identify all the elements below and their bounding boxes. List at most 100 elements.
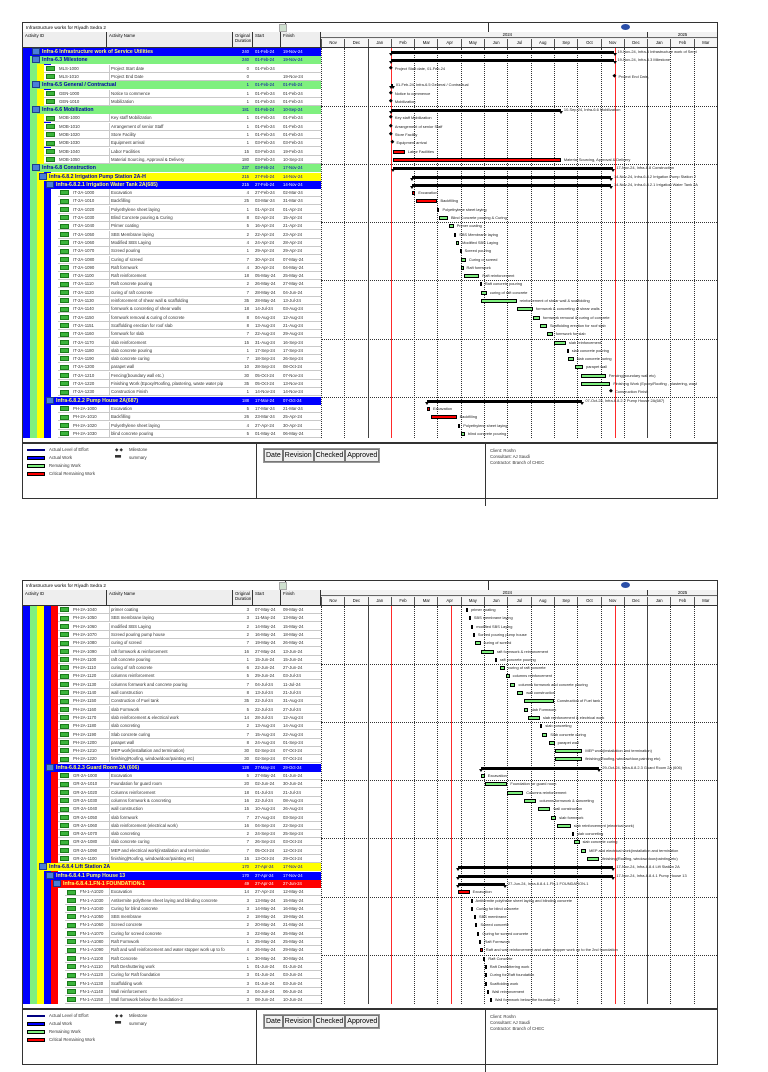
summary-bar[interactable]: [390, 109, 561, 113]
activity-row[interactable]: IT-2A-1210 Fencing(boundary wall etc.) 30 0…: [58, 371, 321, 380]
activity-row[interactable]: FN-1-A1110 Raft Deshuttering work 1 01-Jun-…: [65, 962, 321, 971]
activity-row[interactable]: IT-2A-1120 curing of raft concrete 7 28-May…: [58, 288, 321, 297]
remaining-activity-bar[interactable]: [438, 216, 448, 220]
activity-row[interactable]: FN-1-A1080 Raft Formwork 1 25-May-24 25-May-…: [65, 938, 321, 946]
wbs-summary-row[interactable]: Infra-6.8.2.2 Pump House 2A(687) 188 17-Ma…: [44, 396, 321, 405]
activity-row[interactable]: PH-2A-1010 Backfilling 26 23-Mar-24 25-Apr-2…: [58, 413, 321, 422]
activity-row[interactable]: PH-2A-1150 Construction of Fuel tank 35 22-…: [58, 697, 321, 706]
milestone-icon[interactable]: ◆: [612, 72, 617, 79]
activity-row[interactable]: IT-2A-1070 Screed pouring 1 29-Apr-24 29-Apr…: [58, 247, 321, 256]
milestone-icon[interactable]: ◆: [390, 139, 395, 146]
remaining-activity-bar[interactable]: [528, 715, 540, 720]
remaining-activity-bar[interactable]: [463, 274, 480, 279]
remaining-activity-bar[interactable]: [555, 749, 583, 754]
remaining-activity-bar[interactable]: [517, 307, 533, 312]
milestone-icon[interactable]: ◆: [388, 97, 393, 104]
remaining-activity-bar[interactable]: [574, 365, 584, 370]
critical-activity-bar[interactable]: [471, 906, 474, 911]
activity-row[interactable]: GEN-1010 Mobilization 1 01-Feb-24 01-Feb-24: [44, 97, 321, 106]
remaining-activity-bar[interactable]: [533, 315, 540, 320]
activity-row[interactable]: MOB-1030 Equipment arrival 1 03-Feb-24 03-Fe…: [44, 139, 321, 148]
column-finish[interactable]: Finish: [281, 590, 321, 605]
critical-activity-bar[interactable]: [483, 956, 486, 961]
activity-row[interactable]: PH-2A-1210 MEP work(installation and term…: [58, 747, 321, 756]
remaining-activity-bar[interactable]: [460, 257, 466, 262]
remaining-activity-bar[interactable]: [437, 207, 440, 212]
summary-bar[interactable]: [392, 167, 614, 171]
activity-row[interactable]: PH-2A-1140 wall construction 8 13-Jul-24 21-…: [58, 689, 321, 697]
activity-row[interactable]: IT-2A-1020 Polyethylene sheet laying 1 01-A…: [58, 205, 321, 214]
critical-activity-bar[interactable]: [392, 149, 405, 154]
activity-row[interactable]: IT-2A-1230 Construction Finish 1 14-Nov-24 1…: [58, 388, 321, 397]
activity-row[interactable]: PH-2A-1200 parapet wall 8 24-Aug-24 01-Sep-2…: [58, 738, 321, 747]
activity-row[interactable]: PH-2A-1130 columns formwork and concrete …: [58, 680, 321, 689]
summary-bar[interactable]: [457, 874, 614, 878]
activity-row[interactable]: PH-2A-1170 slab reinforcement & electrica…: [58, 713, 321, 722]
remaining-activity-bar[interactable]: [479, 282, 482, 287]
activity-row[interactable]: PH-2A-1110 curing of raft concrete 6 22-Jun…: [58, 664, 321, 673]
critical-activity-bar[interactable]: [457, 890, 470, 895]
remaining-activity-bar[interactable]: [586, 857, 600, 861]
remaining-activity-bar[interactable]: [573, 840, 580, 845]
remaining-activity-bar[interactable]: [481, 774, 485, 778]
activity-row[interactable]: PH-2A-1080 curing of screed 7 19-May-24 26-M…: [58, 639, 321, 648]
critical-activity-bar[interactable]: [484, 981, 487, 986]
activity-row[interactable]: IT-2A-1040 Primer coating 5 16-Apr-24 21-Apr…: [58, 222, 321, 231]
milestone-icon[interactable]: ◆: [388, 89, 393, 96]
remaining-activity-bar[interactable]: [556, 823, 571, 828]
activity-row[interactable]: MOB-1010 Arrangement of senior Staff 1 01-F…: [44, 122, 321, 131]
remaining-activity-bar[interactable]: [481, 290, 487, 295]
milestone-icon[interactable]: ◆: [388, 122, 393, 129]
critical-activity-bar[interactable]: [426, 406, 430, 411]
remaining-activity-bar[interactable]: [459, 249, 462, 254]
critical-activity-bar[interactable]: [415, 199, 438, 204]
activity-row[interactable]: IT-2A-1130 reinforcement of shear wall & …: [58, 297, 321, 305]
activity-row[interactable]: FN-1-A1020 Excavation 14 27-Apr-24 12-May-24: [65, 888, 321, 897]
summary-bar[interactable]: [426, 399, 583, 403]
remaining-activity-bar[interactable]: [541, 732, 548, 737]
activity-row[interactable]: MOB-1020 Store Facility 1 01-Feb-24 01-Feb-2…: [44, 131, 321, 139]
activity-row[interactable]: IT-2A-1080 Curing of screed 7 30-Apr-24 07-M…: [58, 255, 321, 264]
activity-row[interactable]: MOB-1040 Labor Facilities 15 03-Feb-24 19-Fe…: [44, 147, 321, 156]
summary-bar[interactable]: [390, 51, 615, 54]
activity-row[interactable]: GR-2A-1100 finishing(Roofing, window/door…: [58, 855, 321, 863]
activity-row[interactable]: PH-2A-1160 slab Formwork 5 22-Jul-24 27-Jul-…: [58, 705, 321, 714]
summary-bar[interactable]: [481, 766, 600, 770]
remaining-activity-bar[interactable]: [510, 682, 516, 687]
remaining-activity-bar[interactable]: [460, 431, 465, 436]
activity-row[interactable]: PH-2A-1180 slab concreting 2 13-Aug-24 14-Au…: [58, 722, 321, 731]
summary-bar[interactable]: [457, 882, 506, 886]
column-start[interactable]: Start: [253, 32, 281, 47]
column-activity-name[interactable]: Activity Name: [107, 32, 233, 47]
activity-row[interactable]: GR-2A-1080 slab concrete curing 7 26-Sep-24…: [58, 838, 321, 847]
column-duration[interactable]: Original Duration: [233, 590, 253, 605]
wbs-summary-row[interactable]: Infra-6.6 Mobilization 181 01-Feb-24 10-Sep…: [30, 106, 321, 115]
activity-row[interactable]: PH-2A-1120 columns reinforcement 5 29-Jun-2…: [58, 672, 321, 681]
critical-activity-bar[interactable]: [430, 415, 457, 420]
milestone-icon[interactable]: ◆: [388, 114, 393, 121]
critical-activity-bar[interactable]: [392, 157, 561, 162]
wbs-summary-row[interactable]: Infra-6.8.4.1.FN-1 FOUNDATION-1 49 27-Apr-…: [51, 879, 321, 888]
activity-row[interactable]: GR-2A-1060 slab reinforcement (electrical…: [58, 821, 321, 830]
remaining-activity-bar[interactable]: [471, 624, 474, 629]
column-activity-id[interactable]: Activity ID: [23, 32, 107, 47]
activity-row[interactable]: FN-1-A1150 Wall formwork below the founda…: [65, 996, 321, 1005]
remaining-activity-bar[interactable]: [457, 423, 461, 428]
activity-row[interactable]: MOB-1000 Key staff Mobilization 1 01-Feb-24…: [44, 114, 321, 123]
remaining-activity-bar[interactable]: [495, 657, 497, 662]
remaining-activity-bar[interactable]: [460, 265, 464, 270]
wbs-summary-row[interactable]: Infra-6.5 General / Contractual 1 01-Feb-2…: [30, 81, 321, 90]
activity-row[interactable]: IT-2A-1000 Excavation 4 27-Feb-24 02-Mar-24: [58, 189, 321, 198]
activity-row[interactable]: IT-2A-1140 formwork & concreting of shear…: [58, 305, 321, 314]
critical-activity-bar[interactable]: [486, 989, 489, 994]
remaining-activity-bar[interactable]: [523, 798, 537, 803]
activity-row[interactable]: MLS-1000 Project Start date 0 01-Feb-24: [44, 64, 321, 73]
remaining-activity-bar[interactable]: [468, 616, 471, 621]
activity-row[interactable]: FN-1-A1070 Curing for screed concrete 3 22-…: [65, 929, 321, 938]
activity-row[interactable]: PH-2A-1060 modified SBS Laying 2 14-May-24 1…: [58, 622, 321, 631]
milestone-icon[interactable]: ◆: [609, 388, 613, 395]
activity-row[interactable]: IT-2A-1050 SBS Membrane laying 2 22-Apr-24 2…: [58, 230, 321, 239]
activity-row[interactable]: PH-2A-1190 Slab concrete curing 7 15-Aug-24…: [58, 730, 321, 739]
activity-row[interactable]: FN-1-A1040 Curing for blind concrete 3 14-M…: [65, 904, 321, 913]
activity-row[interactable]: IT-2A-1200 parapet wall 10 28-Sep-24 08-Oct-…: [58, 363, 321, 372]
